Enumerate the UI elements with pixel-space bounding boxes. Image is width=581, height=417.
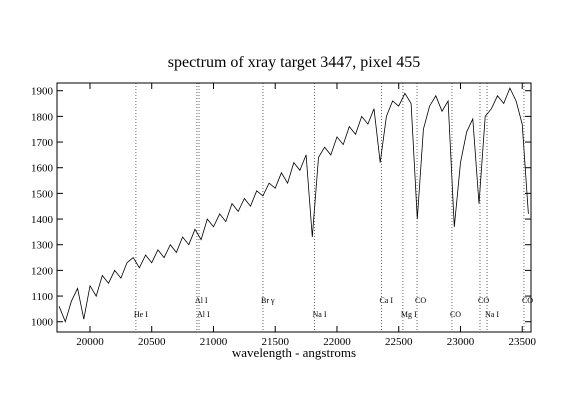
x-tick-label: 23000: [447, 336, 475, 348]
y-tick-label: 1500: [31, 188, 54, 200]
plot-frame: [56, 82, 532, 333]
feature-label: CO: [450, 310, 461, 319]
feature-label: Al I: [197, 310, 210, 319]
y-tick-label: 1900: [31, 86, 54, 98]
feature-label: Mg I: [401, 310, 417, 319]
y-tick-label: 1700: [31, 137, 54, 149]
y-tick-label: 1400: [31, 214, 54, 226]
feature-label: He I: [134, 310, 148, 319]
feature-label: CO: [522, 296, 533, 305]
feature-label: Br γ: [261, 296, 275, 305]
feature-label: Al I: [195, 296, 208, 305]
x-axis-label: wavelength - angstroms: [232, 345, 356, 360]
x-tick-label: 23500: [508, 336, 536, 348]
spectrum-line: [58, 87, 529, 323]
feature-label: CO: [415, 296, 426, 305]
x-tick-label: 20000: [76, 336, 104, 348]
x-tick-label: 21000: [200, 336, 228, 348]
feature-label: Na I: [485, 310, 499, 319]
chart-title: spectrum of xray target 3447, pixel 455: [168, 54, 421, 71]
x-tick-label: 21500: [261, 336, 289, 348]
feature-label: Ca I: [379, 296, 393, 305]
y-tick-label: 1600: [31, 163, 54, 175]
x-tick-label: 20500: [138, 336, 166, 348]
y-tick-label: 1200: [31, 265, 54, 277]
feature-label: CO: [478, 296, 489, 305]
y-tick-label: 1300: [31, 240, 54, 252]
y-tick-label: 1100: [31, 291, 53, 303]
feature-label: Na I: [313, 310, 327, 319]
y-tick-label: 1000: [31, 317, 54, 329]
x-tick-label: 22500: [385, 336, 413, 348]
y-tick-label: 1800: [31, 111, 54, 123]
x-tick-label: 22000: [323, 336, 351, 348]
